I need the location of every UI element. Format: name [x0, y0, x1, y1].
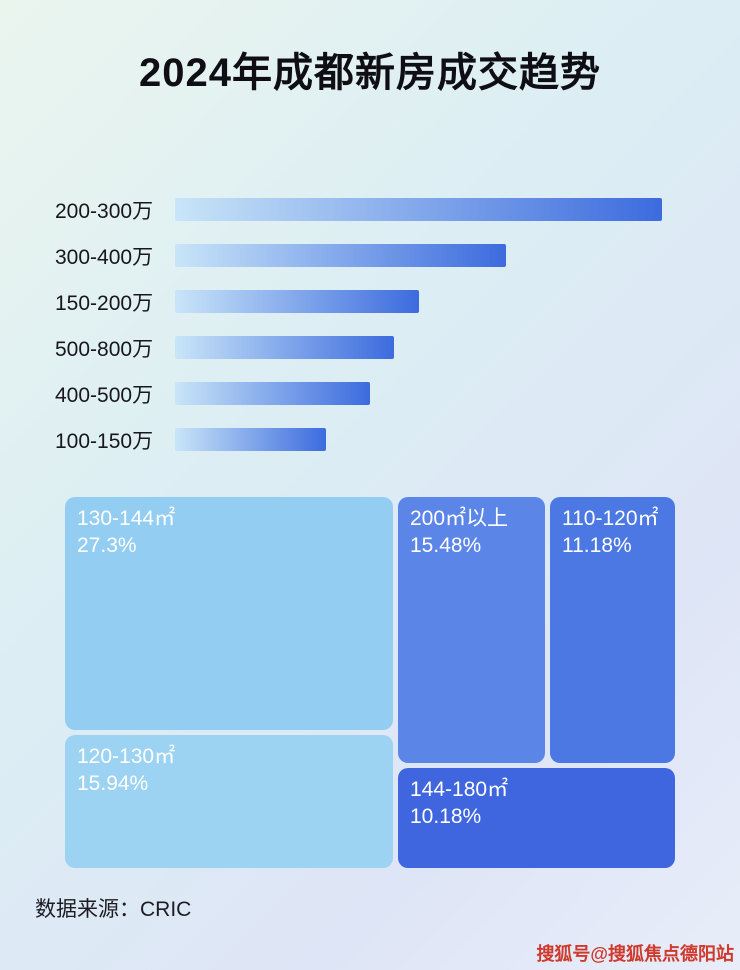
- bar-row: 300-400万: [55, 244, 662, 269]
- data-source-note: 数据来源：CRIC: [35, 898, 192, 921]
- bar-track: [175, 428, 662, 451]
- bar: [175, 290, 419, 313]
- bar-chart: 200-300万 300-400万 150-200万 500-800万 400-500万…: [0, 198, 740, 453]
- treemap-block-label: 130-144㎡: [77, 507, 176, 530]
- bar-category-label: 400-500万: [55, 383, 154, 407]
- bar-track: [175, 336, 662, 359]
- treemap-block-110-120: 110-120㎡ 11.18%: [550, 497, 675, 763]
- bar: [175, 244, 507, 267]
- bar-track: [175, 382, 662, 405]
- bar-track: [175, 198, 662, 221]
- treemap-block-label: 144-180㎡: [410, 778, 509, 801]
- bar-row: 200-300万: [55, 198, 662, 223]
- bar: [175, 336, 395, 359]
- bar-category-label: 150-200万: [55, 291, 154, 315]
- bar-track: [175, 290, 662, 313]
- bar-row: 150-200万: [55, 290, 662, 315]
- treemap-chart: 130-144㎡ 27.3% 200㎡以上 15.48% 110-120㎡ 11…: [65, 497, 675, 868]
- bar-row: 100-150万: [55, 428, 662, 453]
- treemap-block-percent: 15.48%: [410, 534, 482, 558]
- treemap-block-percent: 15.94%: [77, 772, 149, 796]
- treemap-block-130-144: 130-144㎡ 27.3%: [65, 497, 393, 730]
- watermark: 搜狐号@搜狐焦点德阳站: [536, 944, 734, 964]
- treemap-block-percent: 10.18%: [410, 805, 482, 829]
- bar-row: 500-800万: [55, 336, 662, 361]
- bar-category-label: 200-300万: [55, 199, 154, 223]
- bar-category-label: 300-400万: [55, 245, 154, 269]
- treemap-block-percent: 27.3%: [77, 534, 137, 558]
- bar-row: 400-500万: [55, 382, 662, 407]
- treemap-block-label: 120-130㎡: [77, 745, 176, 768]
- treemap-block-label: 200㎡以上: [410, 507, 509, 530]
- treemap-block-120-130: 120-130㎡ 15.94%: [65, 735, 393, 868]
- treemap-block-label: 110-120㎡: [562, 507, 659, 530]
- bar: [175, 382, 370, 405]
- treemap-block-percent: 11.18%: [562, 534, 632, 558]
- treemap-block-200-plus: 200㎡以上 15.48%: [398, 497, 545, 763]
- bar: [175, 198, 662, 221]
- bar-category-label: 500-800万: [55, 337, 154, 361]
- bar-category-label: 100-150万: [55, 429, 154, 453]
- bar: [175, 428, 326, 451]
- page-title: 2024年成都新房成交趋势: [139, 51, 601, 95]
- treemap-block-144-180: 144-180㎡ 10.18%: [398, 768, 675, 868]
- bar-track: [175, 244, 662, 267]
